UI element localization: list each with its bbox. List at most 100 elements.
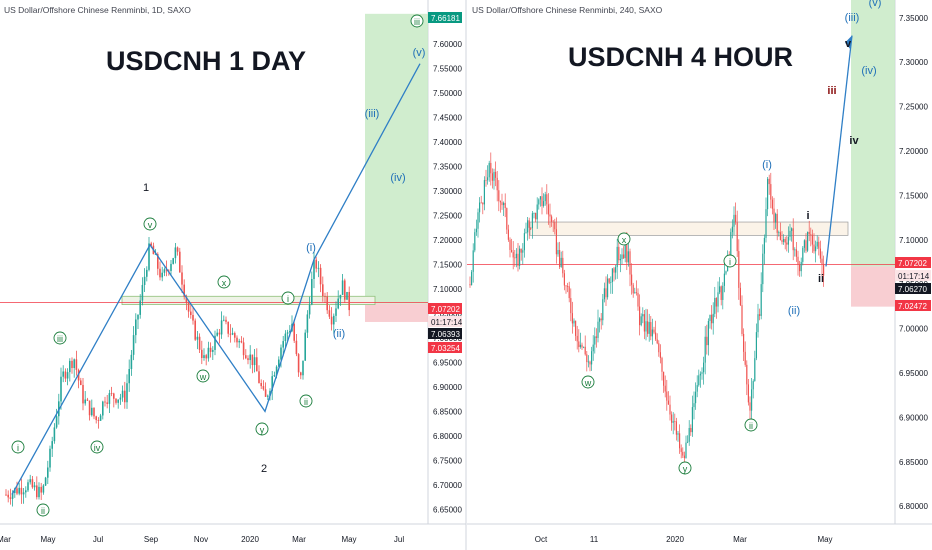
left-candle-body	[36, 485, 38, 498]
right-candle-body	[618, 246, 620, 261]
left-candle-body	[51, 441, 53, 449]
right-candle-body	[517, 253, 519, 266]
right-candle-body	[488, 162, 490, 178]
left-y-tick: 7.40000	[433, 138, 462, 147]
right-candle-body	[714, 297, 716, 314]
right-candle-body	[515, 253, 517, 259]
right-candle-body	[563, 273, 565, 286]
right-candle-body	[528, 220, 530, 228]
right-candle-body	[655, 332, 657, 340]
left-candle-body	[302, 360, 304, 376]
right-candle-body	[744, 351, 746, 365]
right-candle-body	[549, 214, 551, 217]
right-wave-label: x	[622, 235, 627, 245]
left-candle-body	[306, 314, 309, 333]
right-r2-tag-bg	[895, 300, 931, 311]
left-candle-body	[75, 359, 78, 370]
left-y-tick: 7.60000	[433, 40, 462, 49]
left-candle-body	[117, 399, 119, 403]
left-x-tick: Mar	[292, 535, 306, 544]
right-candle-body	[755, 332, 757, 359]
right-candle-body	[746, 364, 748, 385]
right-candle-body	[562, 257, 564, 274]
left-y-tick: 6.85000	[433, 407, 462, 416]
right-candle-body	[474, 232, 476, 251]
left-candle-body	[198, 336, 201, 350]
right-x-tick: 2020	[666, 535, 684, 544]
right-candle-body	[776, 213, 778, 233]
right-candle-body	[712, 313, 714, 324]
left-candle-body	[225, 319, 227, 322]
right-candle-body	[701, 372, 703, 374]
right-candle-body	[698, 375, 700, 386]
left-wave-label: (iii)	[365, 108, 380, 120]
right-candle-body	[483, 180, 485, 205]
right-candle-body	[693, 403, 695, 408]
right-r1-tag: 7.07202	[898, 259, 927, 268]
left-candle-body	[256, 357, 258, 372]
left-candle-body	[141, 284, 144, 301]
left-r2-tag-bg	[428, 342, 462, 353]
right-candle-body	[555, 229, 557, 255]
right-candle-body	[651, 329, 653, 337]
right-candle-body	[667, 400, 669, 405]
left-candle-body	[185, 296, 188, 303]
right-candle-body	[815, 246, 817, 252]
right-candle-body	[485, 180, 487, 181]
left-candle-body	[172, 258, 174, 264]
right-projection-path	[825, 35, 853, 267]
right-candle-body	[720, 286, 722, 300]
left-candle-body	[337, 298, 339, 309]
left-candle-body	[253, 357, 256, 366]
right-wave-label: (i)	[762, 159, 772, 171]
left-x-tick: Nov	[194, 535, 208, 544]
left-candle-body	[236, 337, 238, 343]
left-candle-body	[62, 371, 64, 377]
left-candle-body	[115, 398, 117, 403]
right-candle-body	[640, 316, 642, 326]
right-candle-body	[709, 314, 711, 321]
right-candle-body	[477, 212, 479, 229]
right-candle-body	[717, 292, 719, 307]
right-time-tag-bg	[895, 270, 931, 281]
right-candle-body	[626, 242, 628, 263]
left-candle-body	[207, 347, 210, 359]
right-candle-body	[503, 202, 505, 206]
right-candle-body	[472, 250, 474, 272]
left-wave-label: w	[199, 372, 207, 382]
right-candle-body	[810, 234, 812, 236]
left-candle-body	[104, 401, 106, 403]
left-candle-body	[124, 390, 126, 403]
right-y-tick: 7.15000	[899, 191, 928, 200]
left-candle-body	[344, 280, 346, 300]
right-candle-body	[599, 318, 601, 322]
right-candle-body	[531, 213, 533, 229]
left-candle-body	[93, 407, 95, 417]
left-candle-body	[146, 269, 148, 277]
right-candle-body	[690, 427, 692, 433]
right-candle-body	[530, 227, 532, 229]
left-stop-zone	[365, 303, 428, 322]
right-candle-body	[770, 184, 772, 200]
left-candle-body	[69, 360, 71, 373]
right-candle-body	[594, 336, 596, 345]
right-candle-body	[586, 354, 588, 363]
right-candle-body	[671, 414, 673, 423]
right-candle-body	[688, 427, 690, 442]
left-candle-body	[84, 399, 86, 404]
right-candle-body	[610, 281, 612, 283]
right-candle-body	[672, 421, 674, 423]
left-candle-body	[223, 319, 225, 321]
left-candle-body	[137, 314, 139, 320]
left-candle-body	[11, 492, 14, 499]
left-candle-body	[143, 276, 146, 285]
left-candle-body	[326, 296, 328, 311]
left-candle-body	[29, 479, 31, 483]
right-candle-body	[519, 248, 521, 266]
right-candle-body	[736, 222, 738, 252]
left-candle-body	[126, 383, 128, 403]
right-wave-label: (ii)	[788, 305, 800, 317]
right-candle-body	[520, 248, 522, 253]
right-y-tick: 7.00000	[899, 325, 928, 334]
